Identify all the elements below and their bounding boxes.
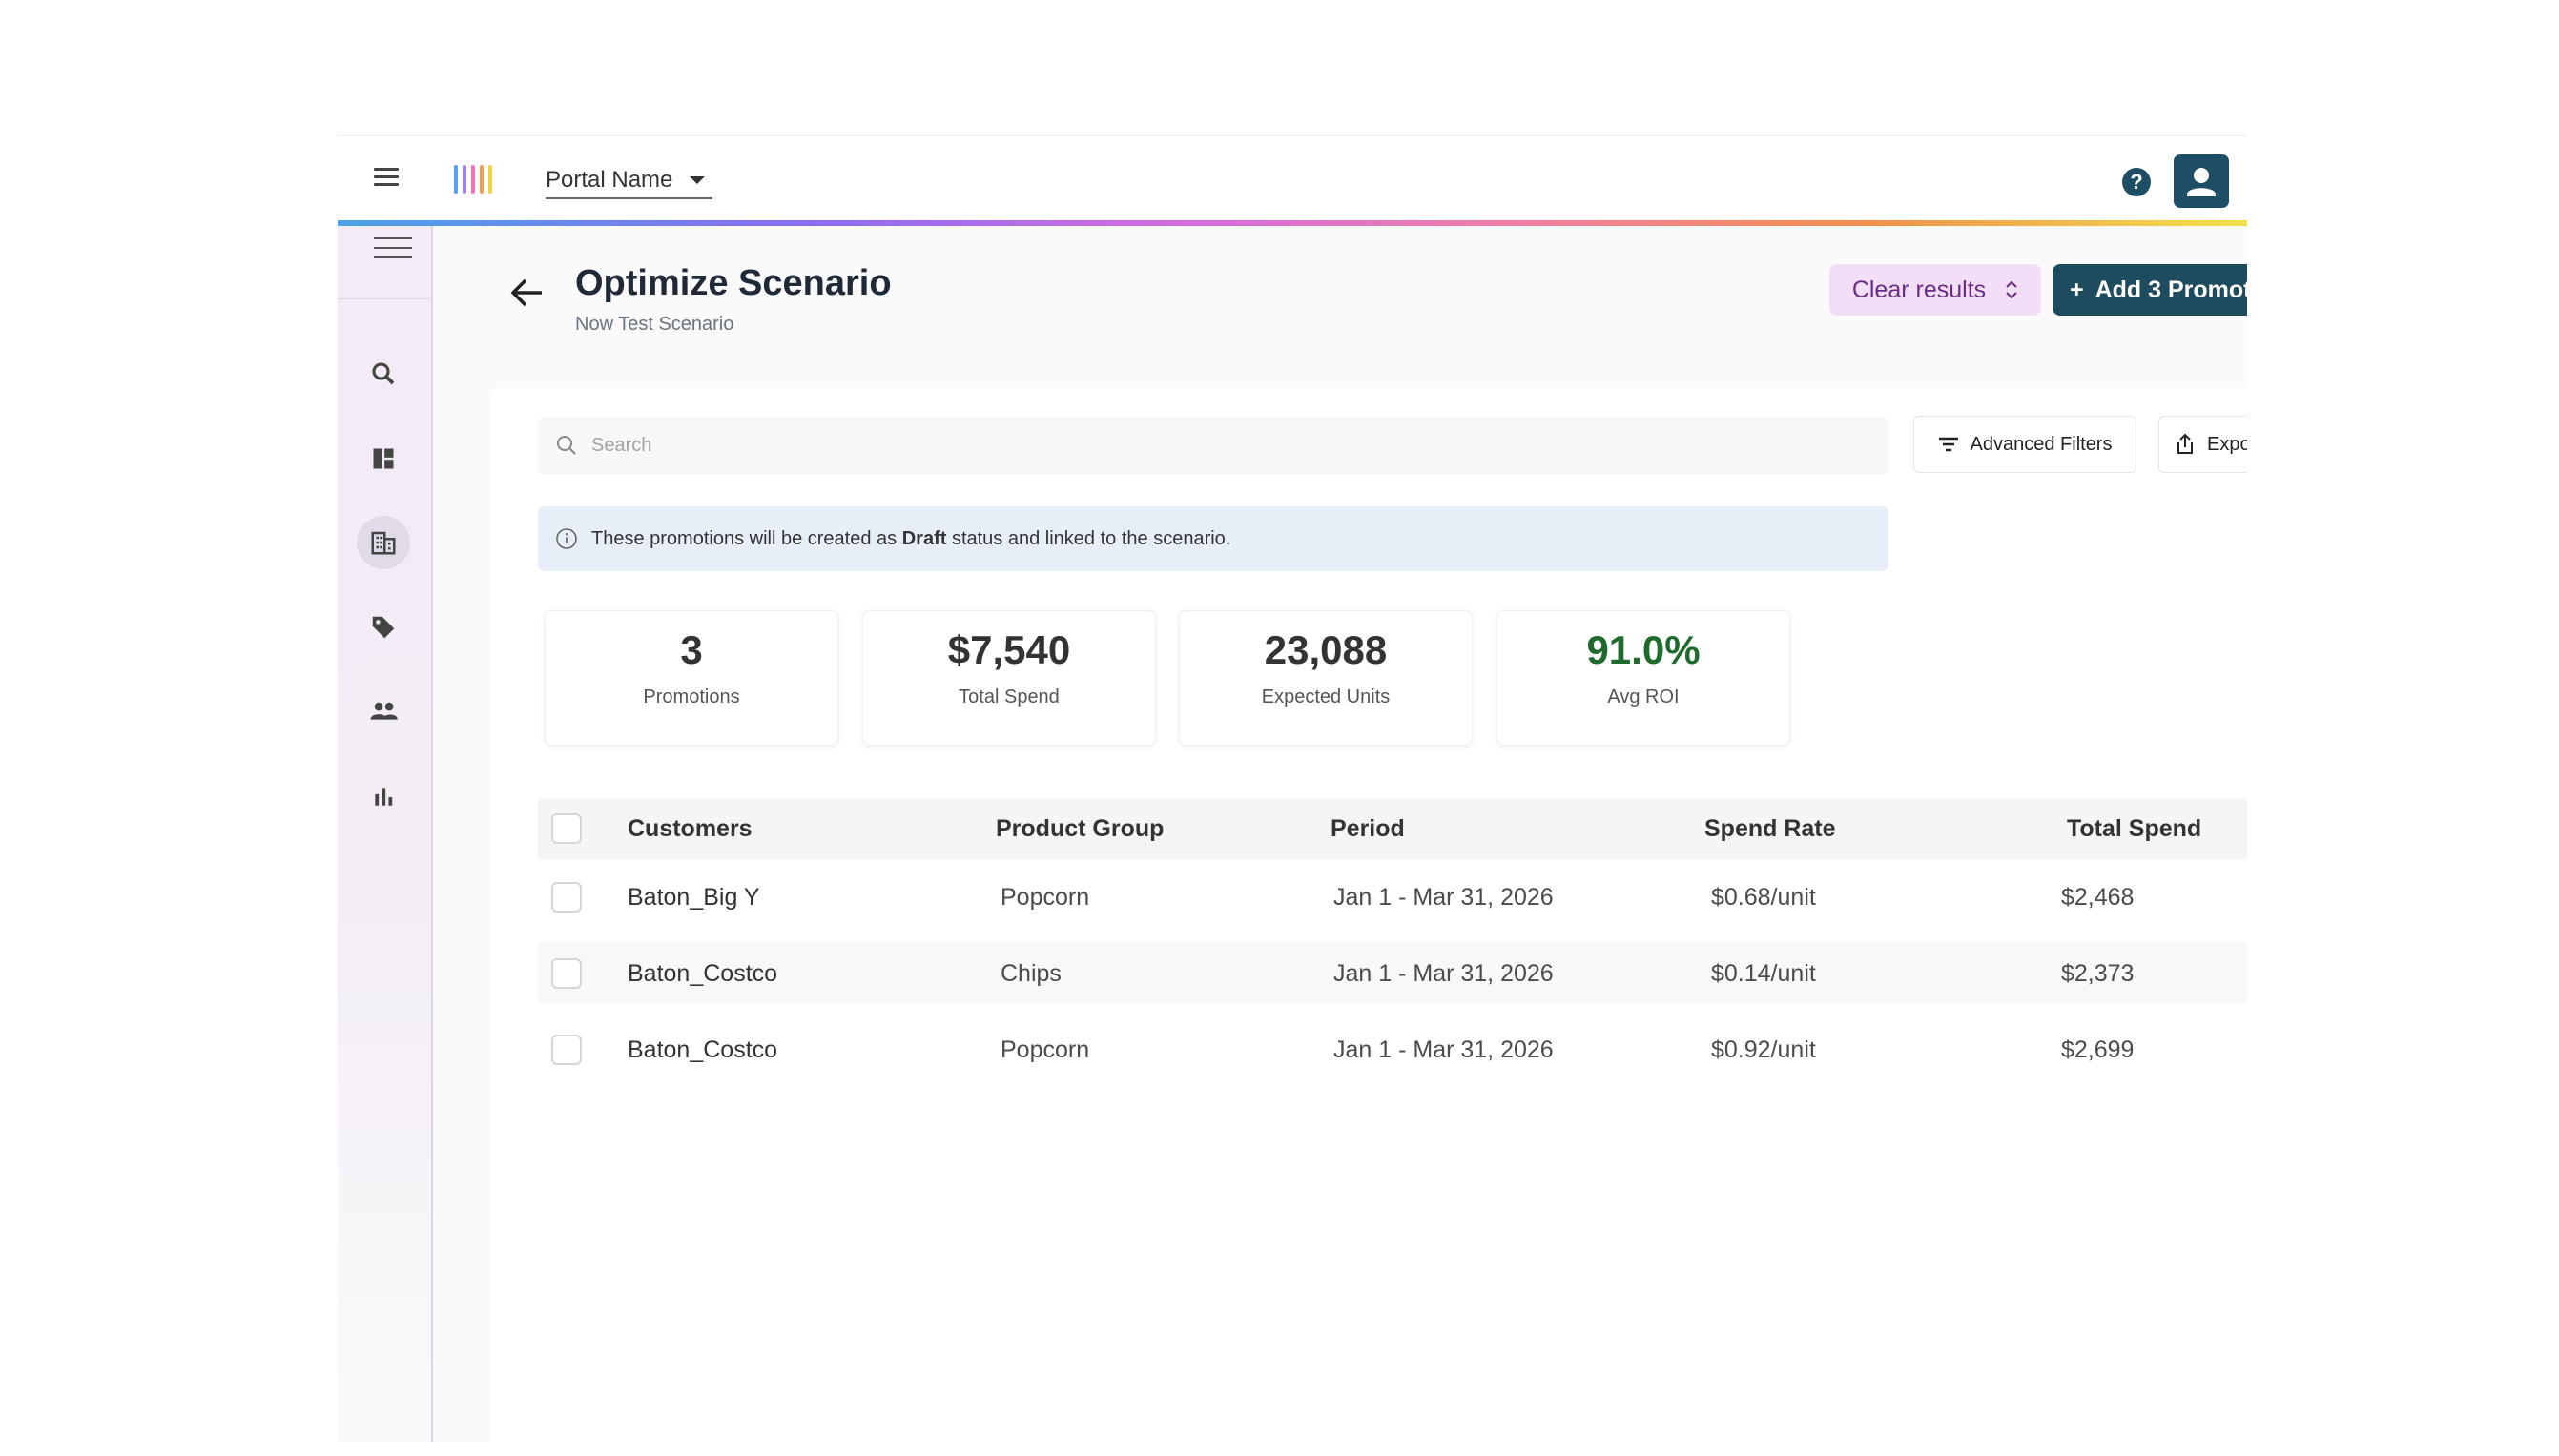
row-checkbox[interactable] (551, 1035, 582, 1065)
cell-product-group: Popcorn (1001, 883, 1090, 911)
kpi-label: Total Spend (959, 687, 1060, 707)
sidebar-item-users[interactable] (357, 685, 410, 738)
building-icon (371, 531, 396, 555)
sidebar-divider (338, 298, 433, 299)
export-button[interactable]: Export (2158, 416, 2247, 473)
kpi-card-expected-units: 23,088 Expected Units (1179, 610, 1473, 746)
kpi-value: 91.0% (1586, 627, 1701, 672)
cell-total-spend: $2,373 (2061, 959, 2135, 987)
cell-period: Jan 1 - Mar 31, 2026 (1333, 883, 1554, 911)
unfold-icon (2006, 280, 2017, 299)
column-header-total-spend[interactable]: Total Spend (2067, 814, 2202, 842)
search-bar (538, 417, 1888, 474)
cell-product-group: Popcorn (1001, 1036, 1090, 1063)
top-bar: Portal Name ? (338, 135, 2247, 220)
cell-spend-rate: $0.92/unit (1711, 1036, 1816, 1063)
kpi-label: Expected Units (1261, 687, 1391, 707)
people-icon (370, 702, 398, 720)
brand-logo (454, 165, 500, 194)
cell-customer: Baton_Costco (628, 959, 778, 987)
column-header-spend-rate[interactable]: Spend Rate (1704, 814, 1836, 842)
tag-icon (372, 616, 395, 639)
kpi-label: Promotions (643, 687, 740, 707)
sidebar-item-promotions[interactable] (357, 601, 410, 654)
add-promotions-button[interactable]: + Add 3 Promotions (2053, 264, 2247, 316)
portal-name: Portal Name (546, 167, 673, 193)
kpi-value: $7,540 (947, 627, 1071, 672)
app-window: Portal Name ? (338, 135, 2247, 1442)
bar-chart-icon (375, 788, 393, 806)
row-checkbox[interactable] (551, 882, 582, 913)
kpi-card-avg-roi: 91.0% Avg ROI (1496, 610, 1790, 746)
main-menu-icon[interactable] (374, 165, 399, 190)
advanced-filters-button[interactable]: Advanced Filters (1913, 416, 2136, 473)
sidebar-item-analytics[interactable] (357, 769, 410, 823)
sidebar-item-dashboard[interactable] (357, 432, 410, 485)
sidebar-item-accounts[interactable] (357, 516, 410, 569)
cell-period: Jan 1 - Mar 31, 2026 (1333, 959, 1554, 987)
column-header-period[interactable]: Period (1331, 814, 1405, 842)
sidebar-toggle-icon[interactable] (374, 234, 412, 262)
cell-spend-rate: $0.68/unit (1711, 883, 1816, 911)
cell-total-spend: $2,699 (2061, 1036, 2135, 1063)
select-all-checkbox[interactable] (551, 813, 582, 844)
dashboard-icon (373, 448, 394, 469)
clear-results-label: Clear results (1851, 276, 1987, 303)
user-avatar[interactable] (2174, 154, 2229, 208)
sidebar (338, 226, 433, 1442)
cell-customer: Baton_Big Y (628, 883, 760, 911)
row-checkbox[interactable] (551, 958, 582, 989)
add-promotions-label: Add 3 Promotions (2095, 276, 2247, 303)
cell-customer: Baton_Costco (628, 1036, 778, 1063)
cell-total-spend: $2,468 (2061, 883, 2135, 911)
search-input[interactable] (591, 434, 1831, 457)
table-header: Customers Product Group Period Spend Rat… (538, 798, 2247, 859)
page-title: Optimize Scenario (575, 263, 892, 303)
kpi-value: 3 (680, 627, 703, 672)
filter-icon (1938, 437, 1958, 452)
info-banner: These promotions will be created as Draf… (538, 506, 1888, 571)
plus-icon: + (2070, 276, 2084, 303)
table-row[interactable]: Baton_Costco Chips Jan 1 - Mar 31, 2026 … (538, 943, 2247, 1004)
cell-period: Jan 1 - Mar 31, 2026 (1333, 1036, 1554, 1063)
kpi-card-promotions: 3 Promotions (545, 610, 838, 746)
portal-selector[interactable]: Portal Name (546, 163, 713, 199)
header-gradient-divider (338, 220, 2247, 226)
kpi-value: 23,088 (1264, 627, 1388, 672)
info-icon (556, 528, 577, 549)
export-label: Export (2207, 433, 2247, 455)
back-arrow-icon[interactable] (509, 277, 546, 314)
user-icon (2187, 168, 2216, 196)
sidebar-item-search[interactable] (357, 347, 410, 400)
column-header-product-group[interactable]: Product Group (996, 814, 1165, 842)
table-row[interactable]: Baton_Costco Popcorn Jan 1 - Mar 31, 202… (538, 1012, 2247, 1088)
promotions-table: Customers Product Group Period Spend Rat… (538, 798, 2247, 1088)
search-icon (557, 436, 576, 455)
cell-spend-rate: $0.14/unit (1711, 959, 1816, 987)
kpi-label: Avg ROI (1607, 687, 1680, 707)
column-header-customers[interactable]: Customers (628, 814, 753, 842)
main-content-card: Advanced Filters Export These promotions… (490, 388, 2247, 1442)
clear-results-button[interactable]: Clear results (1829, 264, 2041, 316)
page-subtitle: Now Test Scenario (575, 314, 734, 335)
info-banner-text: These promotions will be created as Draf… (591, 527, 1231, 549)
chevron-down-icon (690, 176, 706, 184)
cell-product-group: Chips (1001, 959, 1062, 987)
advanced-filters-label: Advanced Filters (1970, 433, 2113, 455)
help-icon[interactable]: ? (2122, 168, 2151, 196)
search-icon (372, 362, 395, 385)
export-icon (2177, 433, 2193, 454)
table-row[interactable]: Baton_Big Y Popcorn Jan 1 - Mar 31, 2026… (538, 859, 2247, 935)
kpi-card-total-spend: $7,540 Total Spend (862, 610, 1156, 746)
